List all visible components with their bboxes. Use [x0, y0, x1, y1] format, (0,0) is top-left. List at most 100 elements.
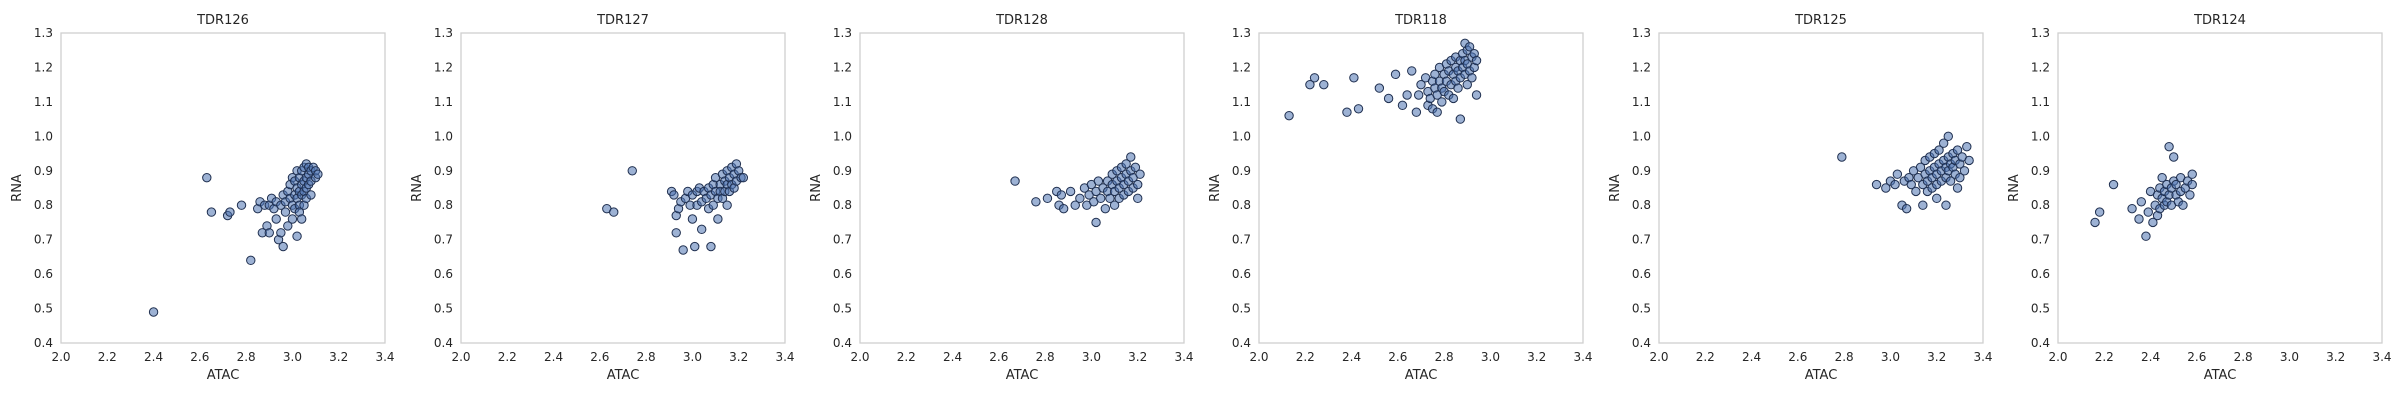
- data-point: [280, 207, 291, 217]
- y-tick-label: 0.4: [833, 336, 852, 350]
- y-tick-label: 0.8: [434, 198, 453, 212]
- data-point: [1964, 155, 1974, 166]
- data-point: [225, 207, 235, 217]
- y-tick-label: 0.6: [2031, 267, 2050, 281]
- data-point: [722, 200, 732, 210]
- x-tick-label: 3.2: [1128, 350, 1147, 364]
- y-tick-label: 1.1: [434, 95, 453, 109]
- y-tick-label: 0.9: [2031, 164, 2050, 178]
- x-axis-label: ATAC: [1006, 368, 1039, 383]
- x-tick-label: 2.0: [850, 350, 869, 364]
- x-tick-label: 2.2: [1696, 350, 1715, 364]
- x-tick-label: 2.8: [637, 350, 656, 364]
- data-point: [627, 166, 637, 176]
- y-tick-label: 0.4: [1232, 336, 1251, 350]
- data-point: [2090, 217, 2100, 228]
- data-point: [1349, 73, 1359, 83]
- data-point: [1471, 90, 1482, 100]
- y-tick-label: 1.0: [34, 129, 53, 143]
- data-point: [2141, 231, 2151, 241]
- data-point: [1058, 203, 1069, 214]
- x-tick-label: 3.4: [2372, 350, 2391, 364]
- y-tick-label: 0.6: [34, 267, 53, 281]
- y-axis-label: RNA: [2007, 174, 2022, 202]
- y-tick-label: 0.7: [34, 233, 53, 247]
- y-tick-label: 0.6: [833, 267, 852, 281]
- data-point: [1453, 83, 1463, 93]
- x-tick-label: 2.4: [544, 350, 563, 364]
- x-tick-label: 2.4: [1342, 350, 1361, 364]
- x-tick-label: 2.4: [943, 350, 962, 364]
- x-tick-label: 3.0: [683, 350, 702, 364]
- data-point: [1448, 93, 1459, 104]
- x-tick-label: 2.6: [989, 350, 1008, 364]
- data-point: [1010, 176, 1020, 186]
- data-point: [1133, 193, 1143, 204]
- data-point: [1309, 73, 1320, 83]
- y-tick-label: 0.5: [2031, 302, 2050, 316]
- panel-title: TDR118: [1394, 13, 1447, 28]
- data-point: [1437, 97, 1447, 107]
- data-point: [678, 245, 688, 255]
- data-point: [1890, 179, 1900, 190]
- data-point: [1938, 138, 1949, 148]
- data-point: [1471, 55, 1482, 66]
- data-point: [1095, 193, 1106, 204]
- y-tick-label: 1.1: [833, 95, 852, 109]
- data-point: [1952, 183, 1963, 193]
- x-tick-label: 2.6: [1788, 350, 1807, 364]
- data-point: [2187, 169, 2197, 179]
- plot-frame: [1258, 32, 1584, 344]
- data-point: [1955, 172, 1965, 183]
- data-point: [1075, 193, 1085, 204]
- y-tick-label: 0.6: [1232, 267, 1251, 281]
- data-point: [1397, 100, 1408, 111]
- x-tick-label: 2.6: [590, 350, 609, 364]
- data-point: [1091, 217, 1101, 228]
- y-tick-label: 0.7: [1632, 233, 1651, 247]
- data-point: [690, 241, 700, 252]
- data-point: [2143, 207, 2153, 217]
- data-point: [2178, 200, 2188, 210]
- y-tick-label: 0.4: [434, 336, 453, 350]
- y-tick-label: 1.0: [2031, 129, 2050, 143]
- x-axis-label: ATAC: [207, 368, 240, 383]
- data-point: [1413, 90, 1424, 100]
- data-point: [1105, 193, 1115, 204]
- y-tick-label: 1.0: [1232, 129, 1251, 143]
- x-tick-label: 3.4: [1174, 350, 1193, 364]
- data-point: [278, 241, 288, 252]
- data-point: [1042, 193, 1053, 204]
- data-point: [738, 172, 749, 183]
- data-point: [2108, 179, 2119, 190]
- data-point: [1133, 179, 1143, 190]
- x-tick-label: 2.6: [190, 350, 209, 364]
- data-point: [1390, 69, 1401, 80]
- data-point: [1432, 107, 1442, 117]
- y-tick-label: 1.0: [434, 129, 453, 143]
- y-tick-label: 1.3: [833, 26, 852, 40]
- x-tick-label: 3.2: [2326, 350, 2345, 364]
- y-tick-label: 0.8: [1632, 198, 1651, 212]
- y-tick-label: 1.2: [434, 60, 453, 74]
- y-tick-label: 0.8: [1232, 198, 1251, 212]
- data-point: [2136, 197, 2147, 207]
- y-tick-label: 0.6: [1632, 267, 1651, 281]
- data-point: [292, 231, 302, 241]
- data-point: [1943, 131, 1953, 142]
- panel-title: TDR127: [596, 13, 649, 28]
- data-point: [2164, 141, 2174, 152]
- x-tick-label: 3.0: [1481, 350, 1500, 364]
- panel-title: TDR128: [995, 13, 1048, 28]
- data-point: [287, 214, 298, 224]
- y-tick-label: 0.8: [833, 198, 852, 212]
- data-point: [1056, 190, 1067, 200]
- y-tick-label: 0.7: [434, 233, 453, 247]
- x-tick-label: 2.0: [1249, 350, 1268, 364]
- data-point: [1402, 90, 1412, 100]
- data-point: [713, 214, 723, 224]
- x-tick-label: 3.2: [329, 350, 348, 364]
- data-point: [1962, 141, 1972, 152]
